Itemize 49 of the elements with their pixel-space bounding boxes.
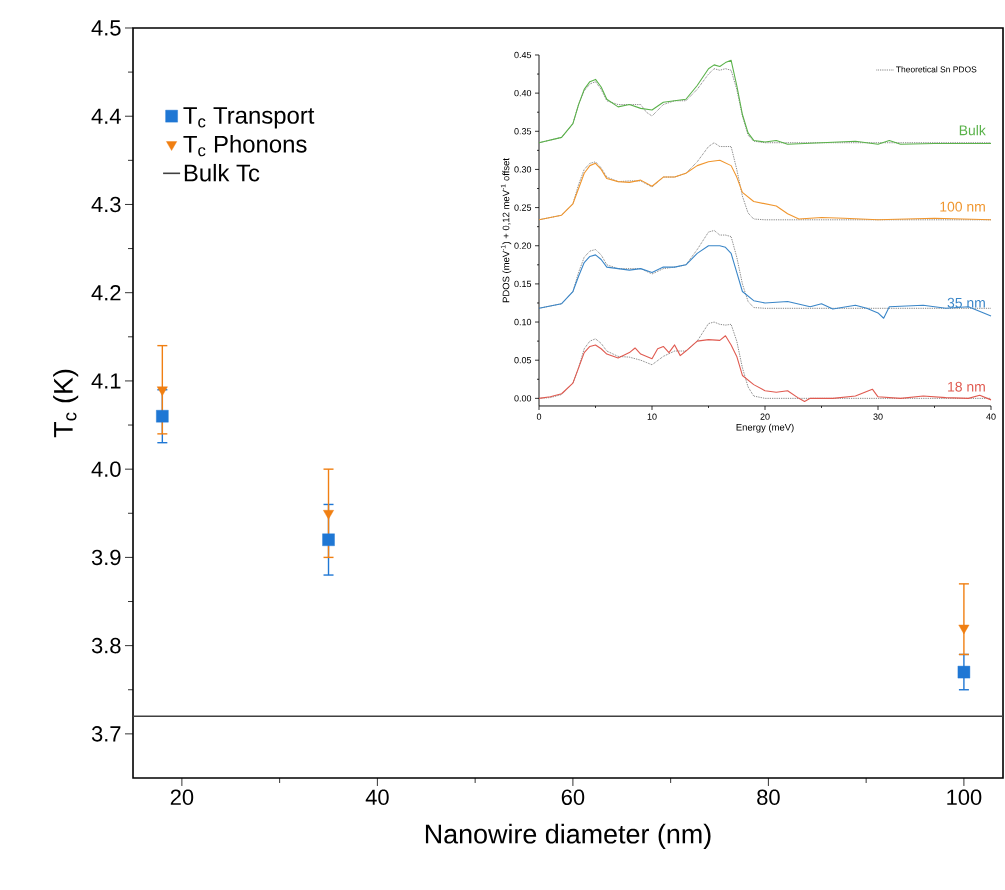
series-label: 18 nm — [948, 381, 985, 392]
x-tick-label: 40 — [986, 413, 996, 420]
y-tick-label: 4.2 — [91, 285, 121, 301]
point — [957, 665, 971, 679]
y-tick-label: 4.0 — [91, 461, 121, 477]
y-axis-title: PDOS (meV$^{-1}$) + 0,12 meV$^{-1}$ offset — [500, 158, 512, 303]
y-tick-label: 0.05 — [514, 357, 532, 364]
y-tick-label: 3.8 — [91, 637, 121, 654]
point — [156, 410, 169, 423]
y-tick-label: 0.15 — [514, 280, 532, 288]
y-tick-label: 4.3 — [91, 196, 121, 213]
legend-label: T$_{c}$ Phonons — [183, 135, 307, 157]
x-axis-title: Energy (meV) — [736, 423, 794, 433]
point — [958, 624, 970, 635]
legend-label: T$_{c}$ Transport — [183, 107, 315, 129]
y-tick-label: 4.1 — [91, 373, 121, 389]
legend-label: Bulk Tc — [184, 163, 260, 182]
x-tick-label: 30 — [873, 413, 883, 420]
y-tick-label: 0.30 — [514, 166, 532, 173]
y-tick-label: 0.00 — [514, 395, 532, 402]
point — [322, 533, 335, 546]
y-tick-label: 0.35 — [514, 128, 532, 135]
x-tick-label: 40 — [365, 789, 389, 806]
y-tick-label: 0.20 — [514, 242, 532, 249]
x-tick-label: 20 — [760, 413, 770, 420]
y-tick-label: 0.40 — [514, 89, 532, 97]
y-tick-label: 4.4 — [91, 108, 121, 124]
y-tick-label: 4.5 — [91, 20, 121, 36]
point — [323, 510, 334, 520]
y-tick-label: 3.7 — [91, 726, 121, 742]
y-axis-title: T$_{c}$ (K) — [53, 369, 79, 438]
x-tick-label: 20 — [170, 789, 194, 806]
legend-label: Theoretical Sn PDOS — [896, 66, 977, 73]
x-tick-label: 80 — [757, 789, 780, 806]
x-axis-title: Nanowire diameter (nm) — [425, 823, 711, 849]
y-tick-label: 0.25 — [514, 204, 532, 211]
series-label: Bulk — [959, 125, 986, 136]
line-series — [538, 245, 992, 319]
series-label: 35 nm — [947, 297, 985, 308]
x-tick-label: 10 — [647, 413, 657, 420]
x-tick-label: 100 — [947, 789, 982, 806]
x-tick-label: 60 — [561, 789, 585, 806]
y-tick-label: 3.9 — [91, 549, 121, 566]
y-tick-label: 0.45 — [514, 51, 532, 59]
x-tick-label: 0 — [536, 413, 542, 420]
series-label: 100 nm — [940, 201, 985, 212]
point — [156, 386, 168, 396]
y-tick-label: 0.10 — [514, 318, 532, 326]
line-series — [538, 335, 992, 402]
